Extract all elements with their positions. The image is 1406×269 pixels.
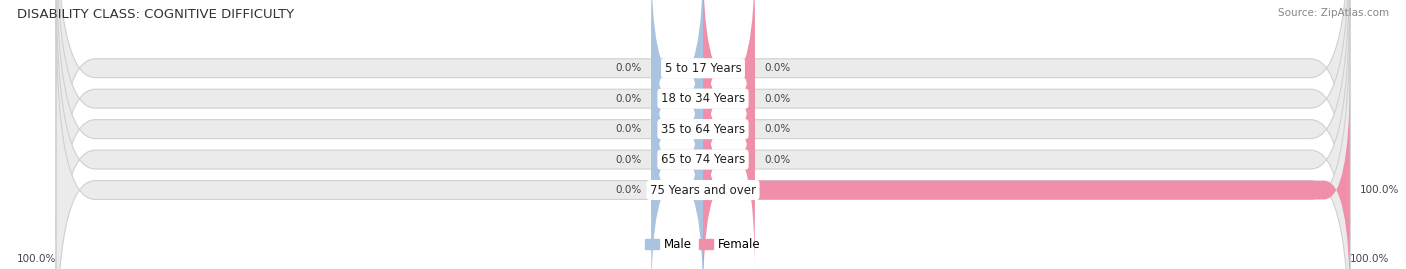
Text: 75 Years and over: 75 Years and over: [650, 183, 756, 197]
FancyBboxPatch shape: [56, 0, 1350, 269]
Text: 0.0%: 0.0%: [765, 124, 790, 134]
FancyBboxPatch shape: [703, 47, 755, 269]
FancyBboxPatch shape: [56, 0, 1350, 269]
Text: 18 to 34 Years: 18 to 34 Years: [661, 92, 745, 105]
Text: 100.0%: 100.0%: [1360, 185, 1399, 195]
FancyBboxPatch shape: [703, 0, 755, 211]
Text: 0.0%: 0.0%: [616, 94, 641, 104]
Text: 35 to 64 Years: 35 to 64 Years: [661, 123, 745, 136]
Text: 5 to 17 Years: 5 to 17 Years: [665, 62, 741, 75]
FancyBboxPatch shape: [703, 17, 755, 242]
FancyBboxPatch shape: [56, 0, 1350, 269]
Text: 100.0%: 100.0%: [1350, 254, 1389, 264]
FancyBboxPatch shape: [56, 17, 1350, 269]
Text: 0.0%: 0.0%: [765, 155, 790, 165]
FancyBboxPatch shape: [651, 17, 703, 242]
FancyBboxPatch shape: [703, 78, 1350, 269]
FancyBboxPatch shape: [703, 0, 755, 180]
Text: Source: ZipAtlas.com: Source: ZipAtlas.com: [1278, 8, 1389, 18]
Text: 0.0%: 0.0%: [616, 124, 641, 134]
Text: 100.0%: 100.0%: [17, 254, 56, 264]
FancyBboxPatch shape: [651, 47, 703, 269]
Text: 0.0%: 0.0%: [616, 155, 641, 165]
Text: 0.0%: 0.0%: [616, 185, 641, 195]
Text: 65 to 74 Years: 65 to 74 Years: [661, 153, 745, 166]
FancyBboxPatch shape: [651, 0, 703, 211]
Text: 0.0%: 0.0%: [765, 63, 790, 73]
FancyBboxPatch shape: [56, 0, 1350, 242]
Text: 0.0%: 0.0%: [765, 94, 790, 104]
FancyBboxPatch shape: [651, 78, 703, 269]
Legend: Male, Female: Male, Female: [641, 233, 765, 256]
Text: DISABILITY CLASS: COGNITIVE DIFFICULTY: DISABILITY CLASS: COGNITIVE DIFFICULTY: [17, 8, 294, 21]
FancyBboxPatch shape: [651, 0, 703, 180]
Text: 0.0%: 0.0%: [616, 63, 641, 73]
